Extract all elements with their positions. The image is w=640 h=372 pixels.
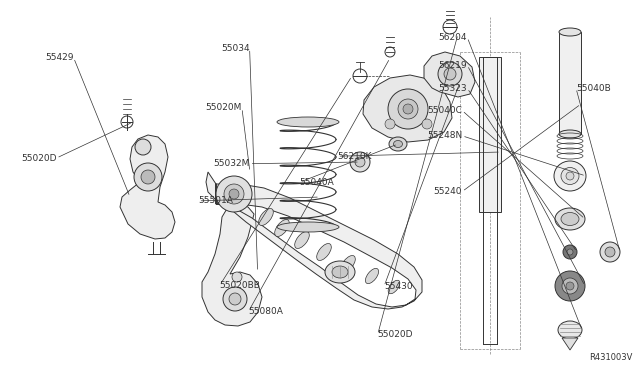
Ellipse shape — [294, 231, 309, 248]
Polygon shape — [202, 204, 262, 326]
Circle shape — [135, 139, 151, 155]
Circle shape — [600, 242, 620, 262]
Ellipse shape — [325, 261, 355, 283]
Circle shape — [350, 152, 370, 172]
Ellipse shape — [559, 130, 581, 138]
Text: 56204: 56204 — [438, 33, 467, 42]
Text: 55240: 55240 — [433, 187, 462, 196]
Ellipse shape — [332, 266, 348, 278]
Circle shape — [566, 282, 574, 290]
Circle shape — [605, 247, 615, 257]
Circle shape — [403, 104, 413, 114]
Circle shape — [229, 189, 239, 199]
Ellipse shape — [554, 161, 586, 191]
Circle shape — [398, 99, 418, 119]
Text: 55020D: 55020D — [21, 154, 56, 163]
Ellipse shape — [317, 244, 332, 260]
Ellipse shape — [259, 209, 273, 225]
Circle shape — [223, 287, 247, 311]
Text: 55429: 55429 — [45, 53, 74, 62]
Circle shape — [562, 278, 578, 294]
Text: 55248N: 55248N — [427, 131, 462, 140]
Text: 55020D: 55020D — [378, 330, 413, 339]
Ellipse shape — [365, 268, 379, 283]
Text: 56219: 56219 — [438, 61, 467, 70]
Bar — [479, 57, 501, 212]
Circle shape — [229, 293, 241, 305]
Circle shape — [385, 119, 395, 129]
Text: 56210K: 56210K — [337, 152, 372, 161]
Text: 55430: 55430 — [384, 282, 413, 291]
Ellipse shape — [561, 212, 579, 225]
Circle shape — [388, 89, 428, 129]
Ellipse shape — [566, 172, 574, 180]
Text: 55040C: 55040C — [428, 106, 462, 115]
Circle shape — [567, 249, 573, 255]
Ellipse shape — [561, 167, 579, 185]
Ellipse shape — [388, 280, 400, 294]
Ellipse shape — [555, 208, 585, 230]
Circle shape — [563, 245, 577, 259]
Circle shape — [141, 170, 155, 184]
Text: 55323: 55323 — [438, 84, 467, 93]
Text: 55040B: 55040B — [576, 84, 611, 93]
Circle shape — [216, 176, 252, 212]
Ellipse shape — [394, 141, 403, 148]
Circle shape — [355, 157, 365, 167]
Ellipse shape — [277, 222, 339, 232]
Circle shape — [444, 68, 456, 80]
Text: R431003V: R431003V — [589, 353, 632, 362]
Ellipse shape — [340, 256, 355, 272]
Circle shape — [134, 163, 162, 191]
Polygon shape — [363, 75, 452, 142]
Ellipse shape — [558, 321, 582, 339]
Text: 55020BB: 55020BB — [220, 281, 260, 290]
Text: 55040A: 55040A — [300, 178, 334, 187]
Text: 55032M: 55032M — [213, 159, 250, 168]
Polygon shape — [562, 338, 578, 350]
Text: 55080A: 55080A — [248, 307, 283, 316]
Circle shape — [422, 119, 432, 129]
Ellipse shape — [559, 28, 581, 36]
Ellipse shape — [275, 219, 289, 237]
Polygon shape — [120, 135, 175, 239]
Text: 55501A: 55501A — [198, 196, 233, 205]
Circle shape — [555, 271, 585, 301]
Ellipse shape — [277, 117, 339, 127]
Bar — [559, 32, 581, 134]
Circle shape — [232, 272, 242, 282]
Text: 55034: 55034 — [221, 44, 250, 53]
Polygon shape — [424, 52, 475, 97]
Ellipse shape — [389, 137, 407, 151]
Circle shape — [438, 62, 462, 86]
Circle shape — [224, 184, 244, 204]
Polygon shape — [206, 172, 422, 309]
Text: 55020M: 55020M — [205, 103, 242, 112]
